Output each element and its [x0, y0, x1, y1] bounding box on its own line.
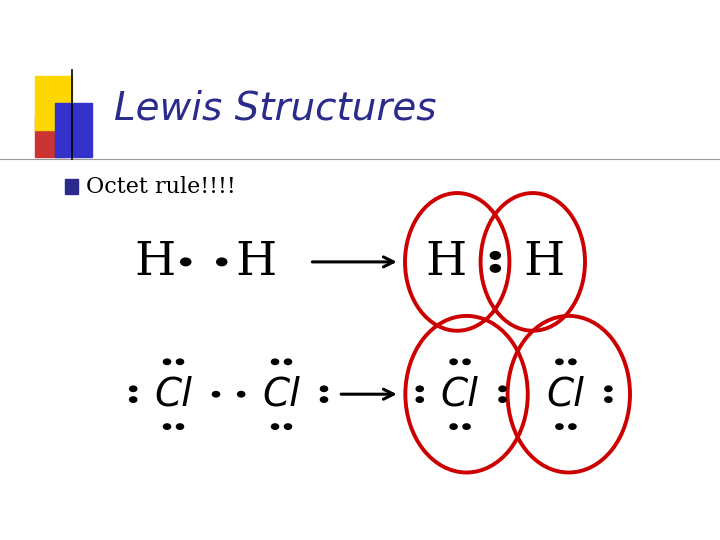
Circle shape — [212, 392, 220, 397]
Circle shape — [569, 424, 576, 429]
Circle shape — [176, 359, 184, 364]
Bar — [35, 76, 72, 130]
Circle shape — [416, 397, 423, 402]
Circle shape — [271, 424, 279, 429]
Text: Lewis Structures: Lewis Structures — [114, 89, 436, 127]
Text: Cl: Cl — [546, 375, 584, 413]
Circle shape — [556, 359, 563, 364]
Circle shape — [490, 252, 500, 259]
Circle shape — [176, 424, 184, 429]
Circle shape — [416, 386, 423, 391]
Text: H: H — [426, 239, 467, 285]
Circle shape — [463, 359, 470, 364]
Text: H: H — [523, 239, 564, 285]
Circle shape — [556, 424, 563, 429]
Circle shape — [450, 424, 457, 429]
Circle shape — [605, 397, 612, 402]
Circle shape — [271, 359, 279, 364]
Circle shape — [284, 359, 292, 364]
Text: Cl: Cl — [441, 375, 478, 413]
Circle shape — [320, 386, 328, 391]
Circle shape — [605, 386, 612, 391]
Circle shape — [320, 397, 328, 402]
Circle shape — [163, 359, 171, 364]
Circle shape — [238, 392, 245, 397]
Circle shape — [163, 424, 171, 429]
Circle shape — [130, 386, 137, 391]
Circle shape — [450, 359, 457, 364]
Text: H: H — [235, 239, 276, 285]
Circle shape — [130, 397, 137, 402]
Circle shape — [217, 258, 227, 266]
Text: Octet rule!!!!: Octet rule!!!! — [86, 176, 236, 198]
Text: H: H — [134, 239, 176, 285]
Text: Cl: Cl — [262, 375, 300, 413]
Bar — [55, 103, 92, 157]
Circle shape — [569, 359, 576, 364]
Circle shape — [499, 386, 506, 391]
Bar — [35, 116, 65, 157]
Circle shape — [284, 424, 292, 429]
Text: Cl: Cl — [154, 375, 192, 413]
Circle shape — [499, 397, 506, 402]
Bar — [65, 179, 78, 194]
Circle shape — [181, 258, 191, 266]
Circle shape — [490, 265, 500, 272]
Circle shape — [463, 424, 470, 429]
